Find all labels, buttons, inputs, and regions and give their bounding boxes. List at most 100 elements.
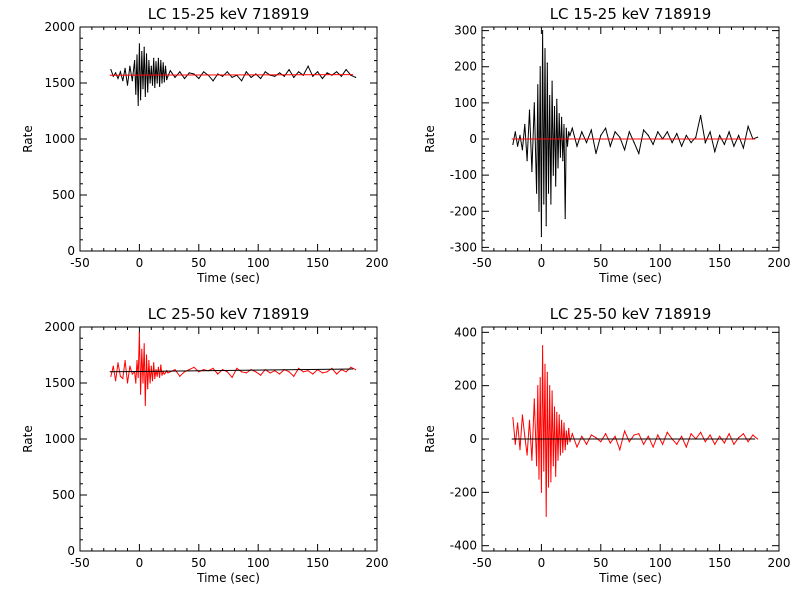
data-point (149, 82, 151, 84)
data-point (600, 134, 602, 136)
data-point (540, 491, 543, 493)
data-point (166, 79, 168, 81)
data-point (652, 446, 654, 448)
y-tick-label: 0 (469, 432, 477, 446)
data-point (135, 93, 137, 95)
data-point (321, 372, 323, 374)
y-tick-label: 100 (454, 96, 477, 110)
data-point (542, 345, 544, 347)
data-point (198, 77, 200, 80)
y-tick-label: 500 (52, 488, 75, 502)
data-point (198, 371, 200, 373)
x-tick-label: 150 (708, 256, 731, 270)
data-point (566, 443, 569, 445)
data-point (647, 435, 649, 437)
data-point (136, 54, 138, 56)
data-point (581, 131, 583, 133)
y-tick-label: -100 (450, 168, 477, 182)
chart-title: LC 15-25 keV 718919 (550, 5, 712, 23)
data-point (547, 192, 550, 194)
data-point (183, 371, 186, 373)
y-tick-label: 1000 (44, 432, 75, 446)
data-point (652, 143, 654, 145)
data-point (657, 434, 659, 436)
data-point (576, 446, 578, 448)
y-tick-label: 1500 (44, 376, 75, 390)
data-point (217, 73, 219, 75)
data-point (571, 127, 573, 129)
data-point (643, 129, 645, 131)
x-tick-label: 150 (708, 556, 731, 570)
data-point (733, 443, 735, 445)
data-point (110, 375, 112, 377)
x-tick-label: 0 (538, 556, 546, 570)
data-point (558, 414, 560, 416)
data-point (757, 438, 759, 440)
data-point (250, 76, 252, 78)
data-point (144, 95, 146, 97)
data-point (544, 363, 546, 365)
data-point (638, 433, 640, 435)
data-point (564, 217, 566, 220)
data-point (161, 82, 163, 84)
data-point (156, 82, 158, 84)
data-point (212, 367, 214, 369)
data-point (161, 374, 163, 376)
data-point (517, 145, 519, 147)
data-point (558, 113, 560, 115)
data-point (690, 142, 692, 144)
data-point (279, 373, 281, 375)
data-point (156, 375, 158, 377)
data-point (188, 72, 190, 74)
data-point (552, 174, 554, 176)
model-line (109, 368, 354, 373)
data-point (236, 367, 238, 369)
data-point (162, 62, 164, 64)
data-point (288, 371, 290, 373)
data-point (555, 185, 557, 187)
data-point (245, 372, 247, 374)
x-tick-label: 0 (136, 556, 144, 570)
data-point (255, 371, 257, 373)
data-point (590, 129, 592, 131)
data-point (312, 75, 314, 77)
data-point (164, 372, 167, 374)
data-point (203, 71, 205, 73)
data-point (514, 131, 516, 133)
model-line (109, 74, 354, 76)
data-point (569, 441, 571, 443)
data-point (537, 84, 539, 86)
data-point (657, 131, 659, 133)
data-point (336, 71, 338, 73)
data-point (605, 127, 607, 129)
data-point (135, 382, 137, 384)
data-point (528, 109, 531, 111)
x-tick-label: 150 (306, 256, 329, 270)
x-axis-label: Time (sec) (196, 271, 260, 285)
data-point (723, 143, 726, 145)
data-point (628, 131, 630, 133)
data-point (549, 95, 551, 97)
data-point (302, 371, 304, 373)
data-point (559, 156, 562, 158)
y-tick-label: 0 (67, 244, 75, 258)
data-point (137, 376, 139, 378)
data-point (747, 125, 749, 127)
data-point (117, 362, 119, 364)
data-point (143, 343, 145, 345)
data-point (153, 57, 155, 60)
data-point (709, 434, 711, 436)
data-point (129, 65, 131, 67)
data-point (537, 385, 539, 387)
data-point (671, 142, 673, 144)
data-point (148, 360, 150, 362)
x-tick-label: 50 (593, 556, 608, 570)
data-point (543, 470, 545, 472)
data-point (226, 71, 228, 73)
data-point (585, 142, 588, 144)
data-point (355, 369, 357, 371)
data-point (331, 367, 333, 369)
x-tick-label: 50 (191, 556, 206, 570)
data-point (134, 60, 136, 62)
data-point (124, 360, 126, 362)
